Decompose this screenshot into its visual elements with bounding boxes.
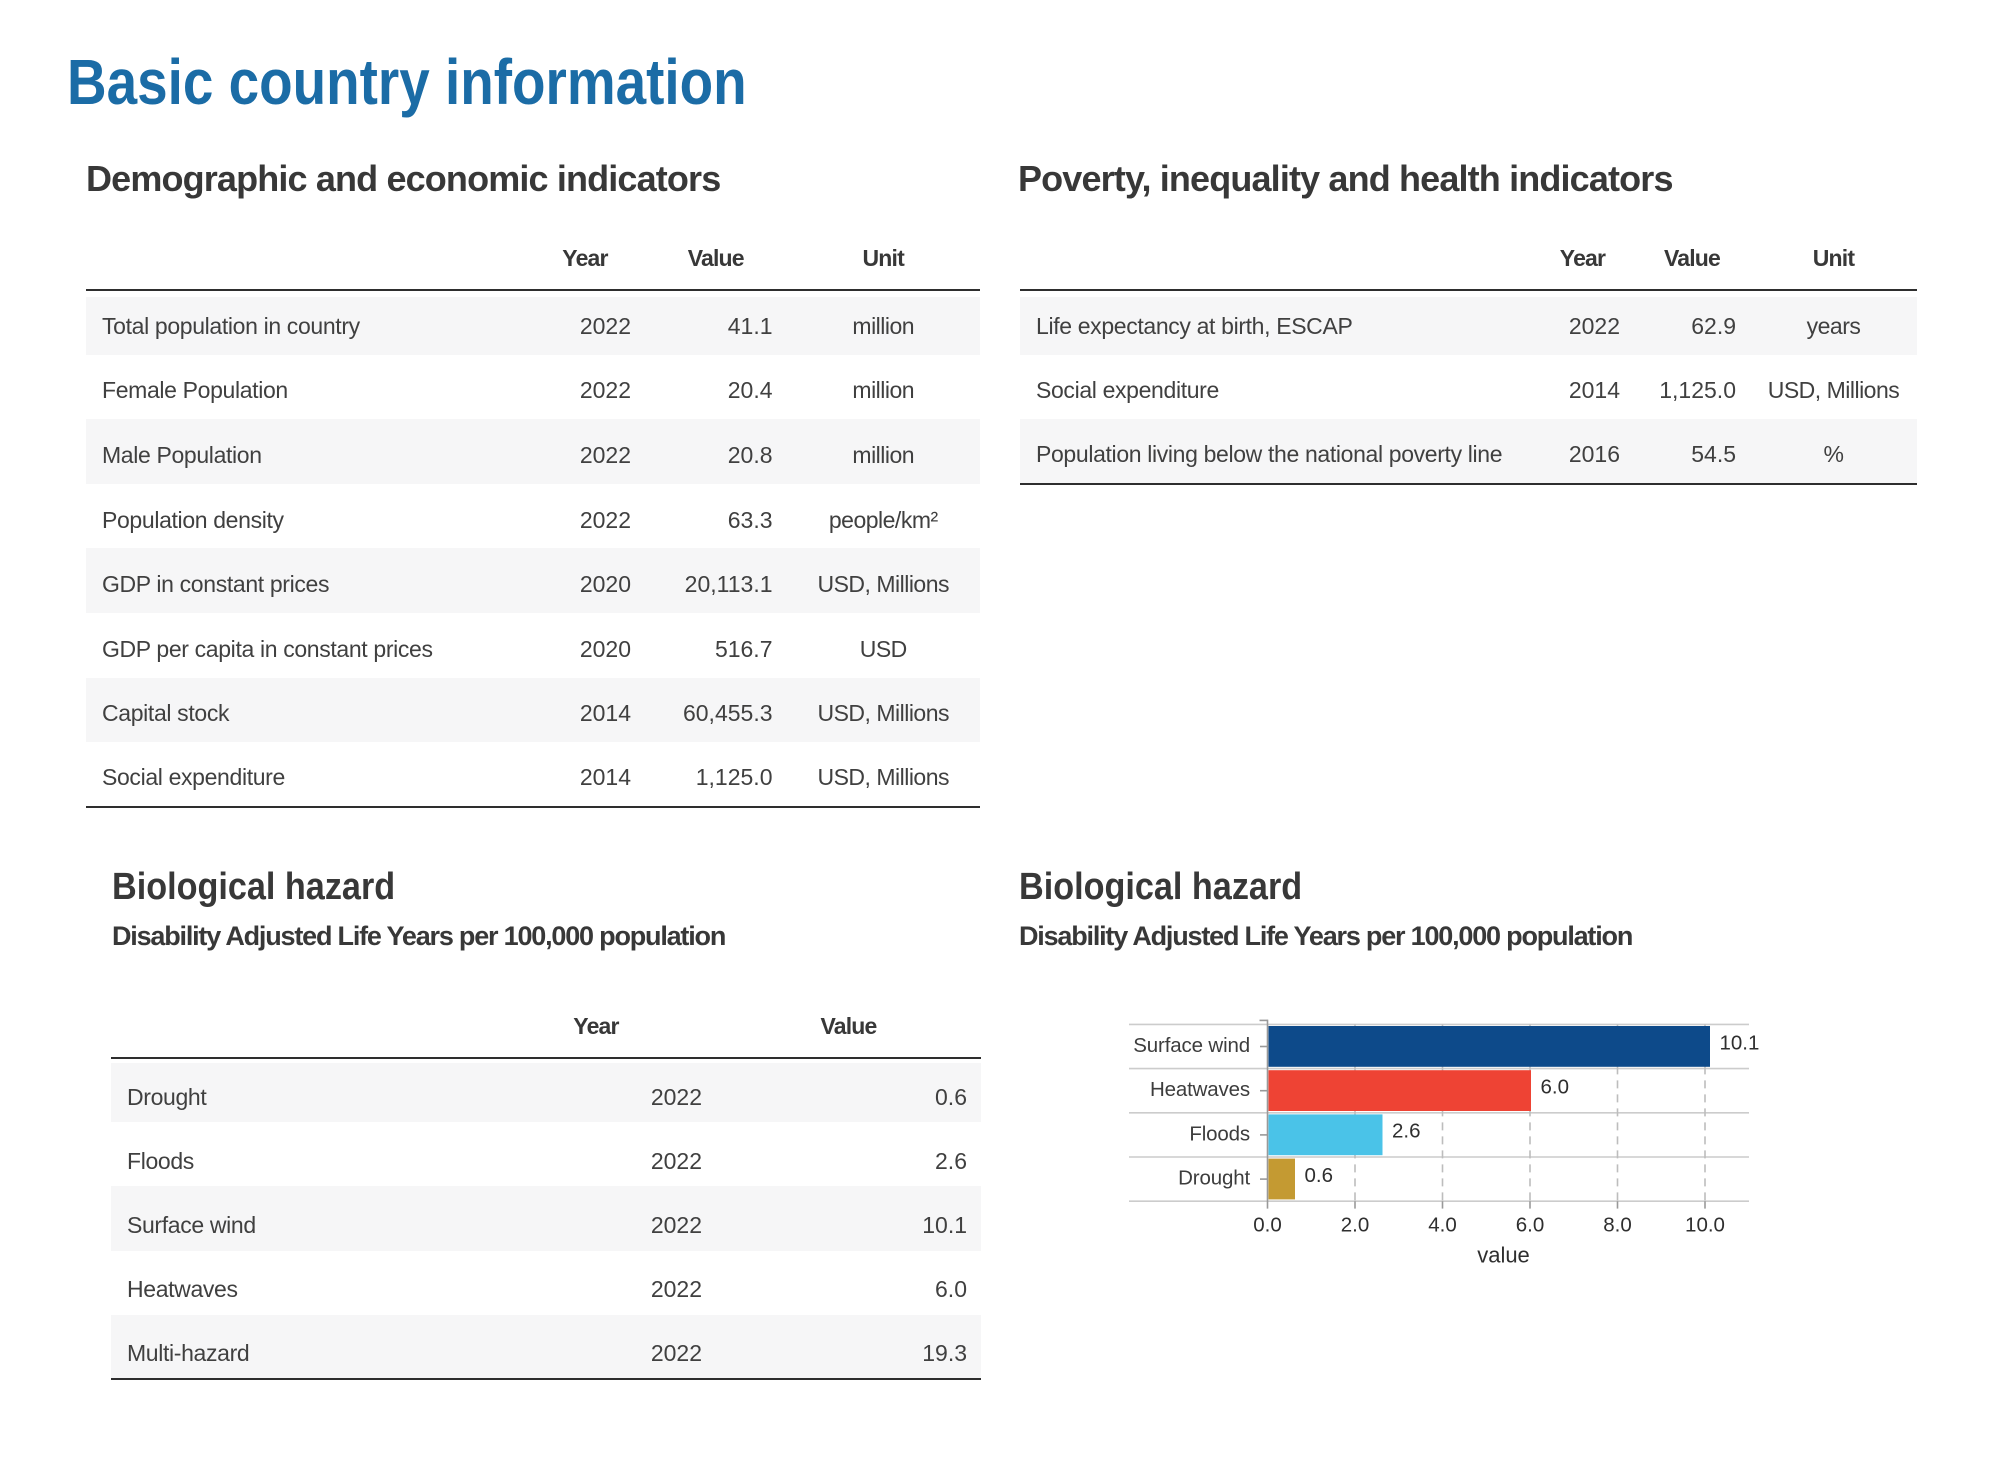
svg-text:0.0: 0.0 (1253, 1214, 1282, 1237)
svg-text:10.1: 10.1 (1720, 1031, 1760, 1054)
svg-text:Surface wind: Surface wind (1133, 1034, 1250, 1057)
svg-text:6.0: 6.0 (1516, 1214, 1545, 1237)
svg-text:8.0: 8.0 (1603, 1214, 1632, 1237)
svg-text:Drought: Drought (1178, 1167, 1250, 1190)
svg-text:Floods: Floods (1189, 1122, 1250, 1145)
svg-text:6.0: 6.0 (1541, 1076, 1570, 1099)
svg-text:10.0: 10.0 (1685, 1214, 1725, 1237)
svg-text:4.0: 4.0 (1428, 1214, 1457, 1237)
svg-text:2.0: 2.0 (1341, 1214, 1370, 1237)
svg-text:0.6: 0.6 (1305, 1164, 1334, 1187)
svg-text:value: value (1477, 1242, 1530, 1267)
svg-text:2.6: 2.6 (1392, 1120, 1421, 1143)
svg-text:Heatwaves: Heatwaves (1150, 1078, 1250, 1101)
